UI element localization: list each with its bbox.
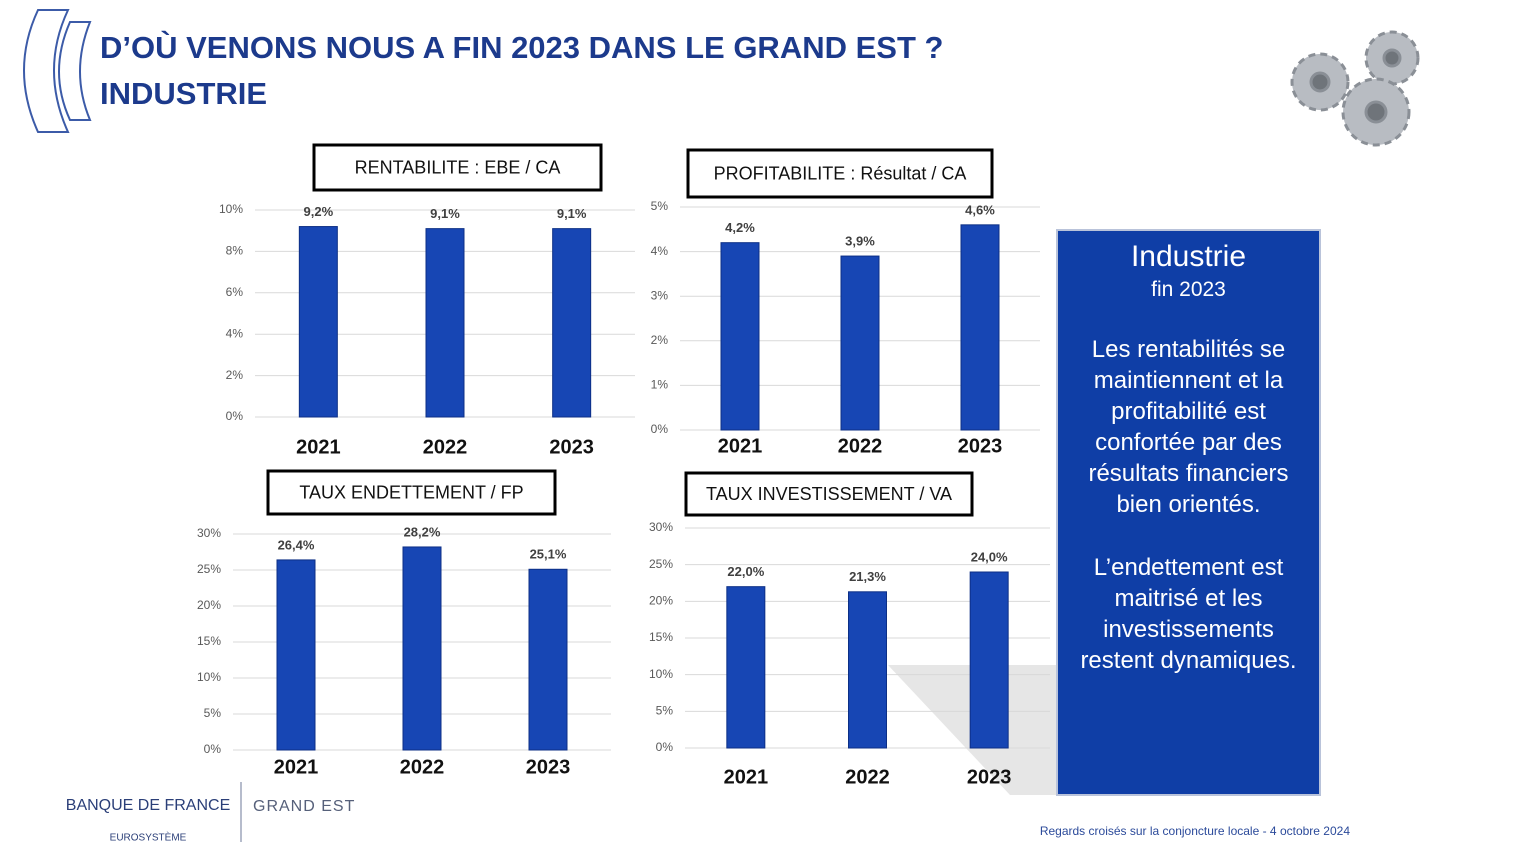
value-label: 9,2%	[304, 204, 334, 219]
x-tick-label: 2021	[274, 756, 319, 778]
bar	[425, 228, 465, 418]
y-tick-label: 20%	[649, 594, 673, 608]
chart-title: RENTABILITE : EBE / CA	[355, 157, 561, 177]
y-tick-label: 4%	[651, 244, 669, 258]
x-tick-label: 2021	[718, 435, 763, 457]
summary-title: Industrie	[1130, 240, 1247, 273]
value-label: 4,6%	[965, 202, 995, 217]
bar	[726, 586, 766, 749]
x-tick-label: 2022	[400, 756, 445, 778]
value-label: 9,1%	[557, 206, 587, 221]
region: GRAND EST	[253, 798, 355, 815]
bar	[402, 546, 442, 751]
x-tick-label: 2023	[967, 766, 1012, 788]
y-tick-label: 0%	[226, 409, 244, 423]
summary-box	[1056, 229, 1321, 796]
brand: BANQUE DE FRANCE	[66, 797, 230, 814]
value-label: 22,0%	[727, 564, 764, 579]
y-tick-label: 2%	[651, 333, 669, 347]
summary-paragraph: L’endettement est maitrisé et les invest…	[1080, 554, 1297, 674]
chart-title-box	[686, 148, 994, 199]
x-tick-label: 2022	[845, 766, 890, 788]
bar	[848, 591, 887, 749]
value-label: 26,4%	[278, 537, 315, 552]
x-tick-label: 2022	[423, 436, 468, 458]
bar	[552, 228, 592, 418]
y-tick-label: 2%	[226, 368, 244, 382]
chart-title: TAUX ENDETTEMENT / FP	[299, 482, 523, 502]
chart-title-box	[266, 469, 557, 516]
footer-note: Regards croisés sur la conjoncture local…	[1040, 824, 1350, 838]
bar	[960, 224, 1000, 431]
y-tick-label: 25%	[197, 562, 221, 576]
x-tick-label: 2023	[526, 756, 571, 778]
y-tick-label: 25%	[649, 557, 673, 571]
y-tick-label: 5%	[651, 199, 669, 213]
x-tick-label: 2021	[296, 436, 341, 458]
x-tick-label: 2022	[838, 435, 883, 457]
decor-bracket	[23, 9, 70, 133]
y-tick-label: 4%	[226, 326, 244, 340]
y-tick-label: 10%	[219, 202, 243, 216]
summary-subtitle: fin 2023	[1151, 278, 1226, 301]
page-subtitle: INDUSTRIE	[100, 76, 267, 111]
chart-title-box	[312, 143, 603, 192]
gears-icon	[1290, 30, 1420, 147]
x-tick-label: 2021	[724, 766, 769, 788]
y-tick-label: 8%	[226, 244, 244, 258]
y-tick-label: 3%	[651, 288, 669, 302]
page-title: D’OÙ VENONS NOUS A FIN 2023 DANS LE GRAN…	[100, 29, 943, 65]
decor-bracket	[58, 21, 92, 121]
bar	[720, 242, 760, 431]
chart-title-box	[684, 471, 974, 517]
bar	[840, 255, 880, 431]
y-tick-label: 10%	[649, 667, 673, 681]
value-label: 9,1%	[430, 206, 460, 221]
y-tick-label: 0%	[656, 740, 674, 754]
y-tick-label: 10%	[197, 670, 221, 684]
value-label: 21,3%	[849, 569, 886, 584]
value-label: 25,1%	[530, 547, 567, 562]
bar	[276, 559, 316, 751]
y-tick-label: 6%	[226, 285, 244, 299]
y-tick-label: 1%	[651, 378, 669, 392]
brand-sub: EUROSYSTÈME	[110, 831, 187, 844]
value-label: 4,2%	[725, 220, 755, 235]
x-tick-label: 2023	[958, 435, 1003, 457]
y-tick-label: 20%	[197, 598, 221, 612]
y-tick-label: 5%	[656, 704, 674, 718]
bar	[298, 226, 338, 418]
y-tick-label: 15%	[197, 634, 221, 648]
value-label: 24,0%	[971, 549, 1008, 564]
value-label: 28,2%	[404, 524, 441, 539]
bar	[969, 571, 1009, 749]
y-tick-label: 5%	[204, 706, 222, 720]
value-label: 3,9%	[845, 233, 875, 248]
chart-title: TAUX INVESTISSEMENT / VA	[706, 484, 952, 504]
summary-text: Industrie fin 2023 Les rentabilités se m…	[1057, 230, 1320, 795]
bar	[528, 568, 568, 751]
x-tick-label: 2023	[549, 436, 594, 458]
y-tick-label: 30%	[197, 526, 221, 540]
summary-paragraph: Les rentabilités se maintiennent et la p…	[1088, 336, 1289, 518]
y-tick-label: 15%	[649, 630, 673, 644]
y-tick-label: 30%	[649, 520, 673, 534]
y-tick-label: 0%	[651, 422, 669, 436]
y-tick-label: 0%	[204, 742, 222, 756]
chart-title: PROFITABILITE : Résultat / CA	[714, 163, 967, 183]
